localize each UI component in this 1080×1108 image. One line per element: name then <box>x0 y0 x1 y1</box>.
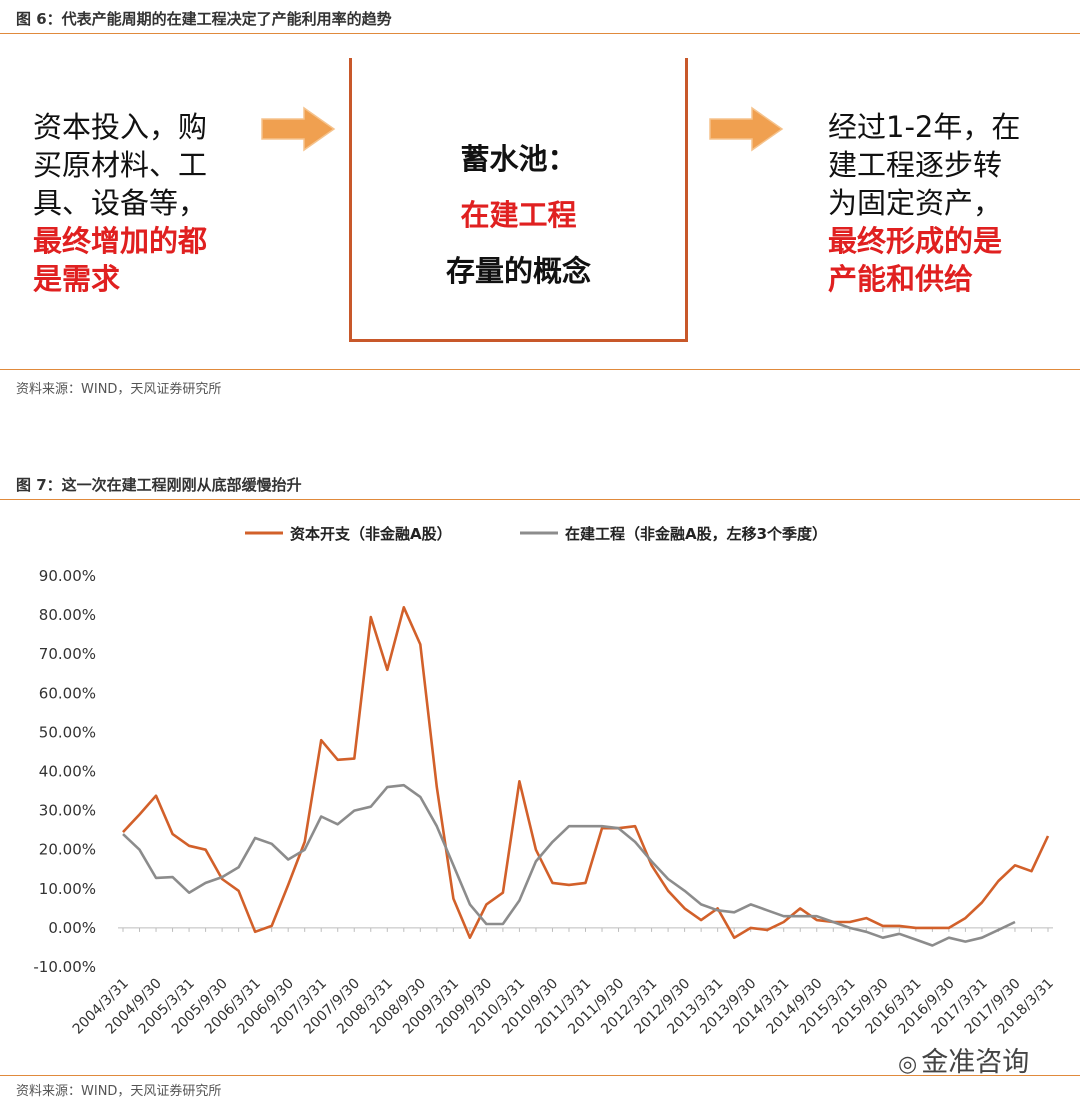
y-tick-label: 70.00% <box>39 645 96 663</box>
wechat-icon: ◎ <box>898 1052 918 1077</box>
y-axis: 90.00% 80.00% 70.00% 60.00% 50.00% 40.00% 30.0… <box>33 567 96 976</box>
y-tick-label: 50.00% <box>39 723 96 741</box>
figure6-source: 资料来源：WIND，天风证券研究所 <box>16 382 222 397</box>
legend-label-cip: 在建工程（非金融A股，左移3个季度） <box>565 525 827 543</box>
line-chart: 资本开支（非金融A股） 在建工程（非金融A股，左移3个季度） 90.00% 80.… <box>33 525 1057 1038</box>
series-line-cip <box>122 783 1016 947</box>
watermark: ◎ 金准咨询 <box>898 1040 1029 1079</box>
figure7-source: 资料来源：WIND，天风证券研究所 <box>16 1084 222 1099</box>
reservoir-floor <box>349 339 688 342</box>
figure7-top-rule <box>0 499 1080 500</box>
right-red-line-2: 产能和供给 <box>828 262 974 296</box>
y-tick-label: 30.00% <box>39 802 96 820</box>
legend-label-capex: 资本开支（非金融A股） <box>290 525 452 543</box>
reservoir-left-wall <box>349 58 352 342</box>
y-tick-label: 80.00% <box>39 606 96 624</box>
right-line-1: 经过1-2年，在 <box>828 110 1021 144</box>
reservoir-sub-label: 存量的概念 <box>445 254 591 288</box>
right-arrow-icon <box>261 106 336 152</box>
y-tick-label: -10.00% <box>33 958 96 976</box>
left-line-3: 具、设备等， <box>33 186 208 220</box>
series-line-capex <box>122 606 1050 939</box>
y-tick-label: 60.00% <box>39 684 96 702</box>
y-tick-label: 0.00% <box>48 919 96 937</box>
y-tick-label: 20.00% <box>39 841 96 859</box>
right-line-3: 为固定资产， <box>828 186 1003 220</box>
reservoir-label: 蓄水池： <box>460 142 577 176</box>
chart-legend: 资本开支（非金融A股） 在建工程（非金融A股，左移3个季度） <box>245 525 827 543</box>
y-tick-label: 40.00% <box>39 763 96 781</box>
x-axis-labels: 2004/3/312004/9/302005/3/312005/9/302006… <box>70 976 1057 1038</box>
right-explanation: 经过1-2年，在 建工程逐步转 为固定资产， 最终形成的是 产能和供给 <box>828 108 1020 298</box>
right-arrow-icon <box>709 106 784 152</box>
watermark-text: 金准咨询 <box>921 1047 1030 1078</box>
left-line-2: 买原材料、工 <box>33 148 208 182</box>
right-red-line-1: 最终形成的是 <box>828 224 1003 258</box>
series-lines <box>122 606 1050 947</box>
figure7-title: 图 7：这一次在建工程刚刚从底部缓慢抬升 <box>16 476 302 494</box>
figure6-title: 图 6：代表产能周期的在建工程决定了产能利用率的趋势 <box>16 10 392 28</box>
figure7-bottom-rule <box>0 1075 1080 1076</box>
figure6-bottom-rule <box>0 369 1080 370</box>
left-explanation: 资本投入，购 买原材料、工 具、设备等， 最终增加的都 是需求 <box>33 108 207 298</box>
left-red-line-1: 最终增加的都 <box>33 224 208 258</box>
right-line-2: 建工程逐步转 <box>828 148 1003 182</box>
y-tick-label: 90.00% <box>39 567 96 585</box>
left-line-1: 资本投入，购 <box>33 110 208 144</box>
reservoir-red-label: 在建工程 <box>460 198 577 232</box>
figure6-top-rule <box>0 33 1080 34</box>
reservoir-right-wall <box>685 58 688 342</box>
reservoir-box: 蓄水池： 在建工程 存量的概念 <box>349 58 688 342</box>
y-tick-label: 10.00% <box>39 880 96 898</box>
left-red-line-2: 是需求 <box>33 262 121 296</box>
